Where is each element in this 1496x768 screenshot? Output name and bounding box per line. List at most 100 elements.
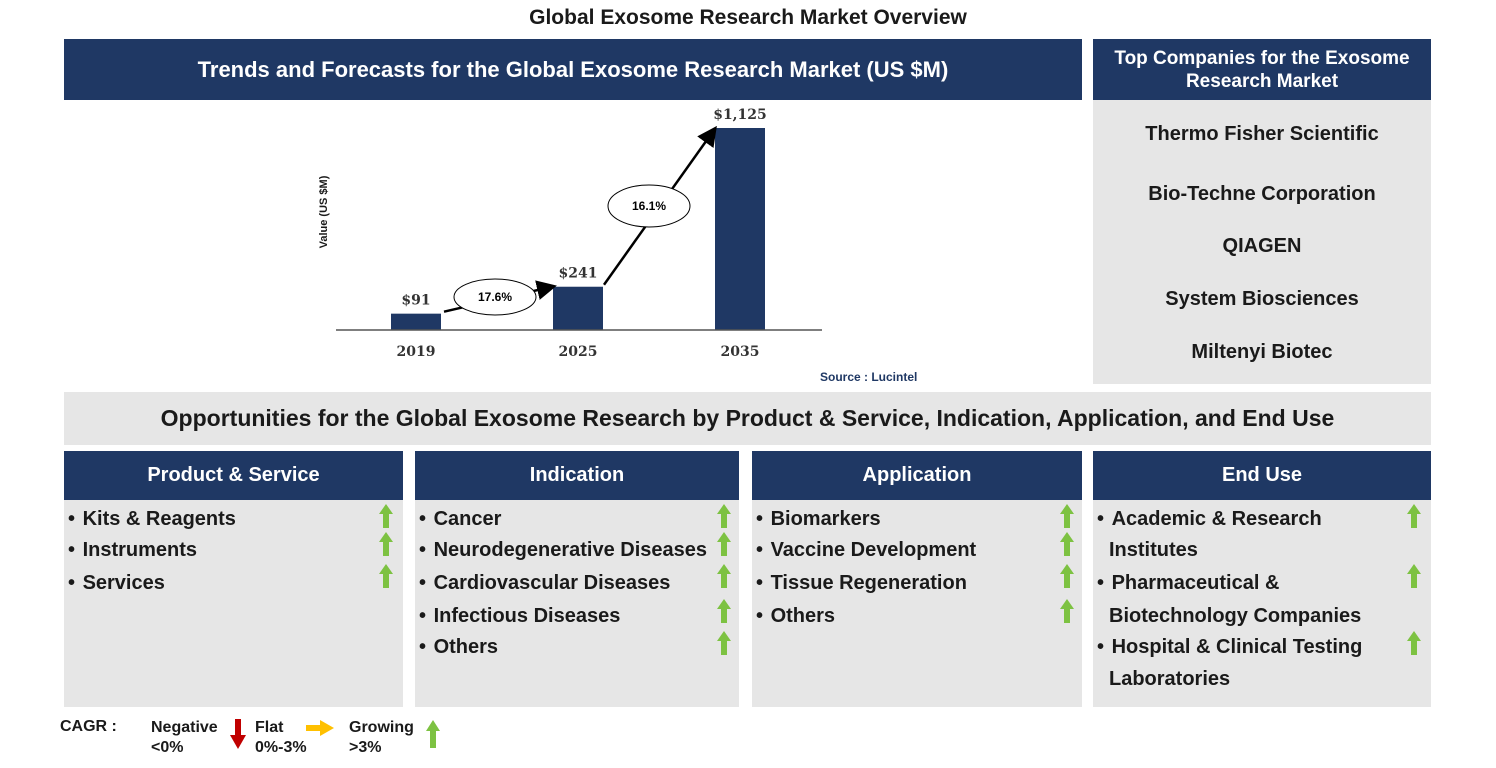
segment-header: Product & Service (64, 451, 403, 500)
down-arrow-icon (230, 719, 246, 749)
bullet: • (68, 539, 81, 561)
segment-item-text: Others (433, 636, 499, 658)
bar-chart: Value (US $M) $91 2019 $241 2025 $1,125 2035 17… (318, 107, 917, 384)
up-arrow-icon (717, 564, 731, 588)
up-arrow-icon (1407, 631, 1421, 655)
data-label: $1,125 (713, 107, 767, 123)
segment-item: • Cancer (419, 503, 501, 535)
segment-item: • Pharmaceutical & (1097, 567, 1279, 599)
legend-negative-label: Negative (151, 719, 218, 736)
page-title: Global Exosome Research Market Overview (529, 6, 967, 29)
trend-header: Trends and Forecasts for the Global Exos… (64, 39, 1082, 100)
segment-item: Laboratories (1109, 663, 1230, 695)
top-companies-header-text: Top Companies for the Exosome Research M… (1114, 47, 1410, 92)
segment-item-text: Laboratories (1109, 668, 1231, 690)
company-item: System Biosciences (1165, 288, 1359, 310)
segment-panel: • Cancer • Neurodegenerative Diseases • Ca… (415, 500, 739, 707)
segment-item-text: Institutes (1109, 539, 1198, 561)
company-item: Bio-Techne Corporation (1148, 183, 1376, 205)
x-tick-label: 2035 (721, 344, 760, 360)
segment-item: Biotechnology Companies (1109, 600, 1361, 632)
cagr-ellipse (607, 184, 691, 228)
segment-item-text: Biomarkers (770, 508, 881, 530)
legend-growing-range: >3% (349, 739, 382, 756)
legend-flat-range: 0%-3% (255, 739, 307, 756)
trend-header-text: Trends and Forecasts for the Global Exos… (197, 56, 949, 82)
bullet: • (756, 508, 769, 530)
bullet: • (1097, 636, 1110, 658)
company-item: QIAGEN (1222, 235, 1302, 257)
segment-item-text: Others (770, 605, 836, 627)
up-arrow-icon (1060, 504, 1074, 528)
cagr-annotation: 16.1% (632, 199, 666, 213)
segment-header-text: Indication (529, 464, 625, 486)
up-arrow-icon (717, 631, 731, 655)
up-arrow-icon (426, 720, 440, 748)
segment-item: Institutes (1109, 534, 1198, 566)
segment-item-text: Neurodegenerative Diseases (433, 539, 708, 561)
bullet: • (419, 605, 432, 627)
segment-item: • Vaccine Development (756, 534, 976, 566)
top-companies-list: Thermo Fisher Scientific Bio-Techne Corp… (1093, 100, 1431, 384)
up-arrow-icon (1060, 599, 1074, 623)
segment-item: • Instruments (68, 534, 197, 566)
segment-item: • Services (68, 567, 165, 599)
bullet: • (756, 539, 769, 561)
segment-item-text: Academic & Research (1111, 508, 1322, 530)
cagr-legend: CAGR : Negative <0% Flat 0%-3% Growing >… (60, 716, 480, 762)
up-arrow-icon (1060, 564, 1074, 588)
bullet: • (419, 508, 432, 530)
bullet: • (419, 636, 432, 658)
bullet: • (419, 539, 432, 561)
up-arrow-icon (717, 532, 731, 556)
cagr-label: CAGR : (60, 718, 117, 735)
segment-item: • Infectious Diseases (419, 600, 620, 632)
up-arrow-icon (1060, 532, 1074, 556)
bullet: • (1097, 508, 1110, 530)
up-arrow-icon (717, 599, 731, 623)
legend-growing-label: Growing (349, 719, 414, 736)
segment-item: • Others (419, 631, 498, 663)
bullet: • (1097, 572, 1110, 594)
company-item: Thermo Fisher Scientific (1145, 123, 1379, 145)
legend-flat: Flat 0%-3% (255, 718, 307, 758)
segment-item: • Hospital & Clinical Testing (1097, 631, 1362, 663)
segment-item-text: Cancer (433, 508, 502, 530)
segment-item-text: Biotechnology Companies (1109, 605, 1362, 627)
bar-2035 (715, 128, 765, 330)
segment-header-text: Application (862, 464, 972, 486)
segment-item-text: Services (82, 572, 165, 594)
legend-flat-label: Flat (255, 719, 284, 736)
segment-item: • Others (756, 600, 835, 632)
bullet: • (756, 572, 769, 594)
bullet: • (756, 605, 769, 627)
bar-2025 (553, 286, 603, 330)
segment-item: • Academic & Research (1097, 503, 1322, 535)
legend-negative-range: <0% (151, 739, 184, 756)
segment-header-text: End Use (1221, 464, 1303, 486)
segment-item-text: Pharmaceutical & (1111, 572, 1280, 594)
opportunities-banner-text: Opportunities for the Global Exosome Res… (160, 405, 1335, 431)
chart-area: Value (US $M) $91 2019 $241 2025 $1,125 2035 17… (64, 100, 1082, 390)
y-axis-label: Value (US $M) (318, 175, 330, 248)
up-arrow-icon (717, 504, 731, 528)
segment-item-text: Instruments (82, 539, 198, 561)
segment-item-text: Infectious Diseases (433, 605, 621, 627)
legend-growing: Growing >3% (349, 718, 414, 758)
bullet: • (68, 508, 81, 530)
top-companies-header: Top Companies for the Exosome Research M… (1093, 39, 1431, 100)
segment-panel: • Biomarkers • Vaccine Development • Tissu… (752, 500, 1082, 707)
segment-header-text: Product & Service (147, 464, 320, 486)
bullet: • (419, 572, 432, 594)
up-arrow-icon (379, 564, 393, 588)
company-item: Miltenyi Biotec (1191, 341, 1333, 363)
segment-panel: • Kits & Reagents • Instruments • Services (64, 500, 403, 707)
segment-item-text: Kits & Reagents (82, 508, 236, 530)
cagr-annotation: 17.6% (478, 290, 512, 304)
segment-panel: • Academic & Research Institutes • Pharmac… (1093, 500, 1431, 707)
cagr-ellipse (453, 278, 537, 316)
segment-header: Application (752, 451, 1082, 500)
up-arrow-icon (379, 532, 393, 556)
bar-2019 (391, 313, 441, 330)
segment-item-text: Vaccine Development (770, 539, 977, 561)
